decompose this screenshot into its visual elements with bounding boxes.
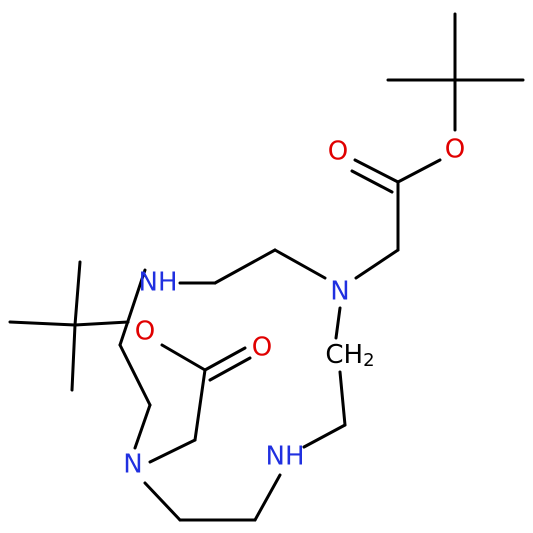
atom-label: O	[252, 333, 272, 363]
atom-label: NH	[139, 268, 178, 298]
atom-label: CH	[325, 340, 363, 370]
atom-label: O	[135, 317, 155, 347]
atom-subscript: 2	[363, 350, 374, 371]
atom-label: NH	[266, 442, 305, 472]
bonds	[8, 12, 525, 522]
atom-label: N	[123, 450, 142, 480]
atom-label: O	[328, 137, 348, 167]
atom-label: CH2	[325, 340, 374, 372]
atom-label: N	[330, 277, 349, 307]
atom-label: O	[445, 135, 465, 165]
